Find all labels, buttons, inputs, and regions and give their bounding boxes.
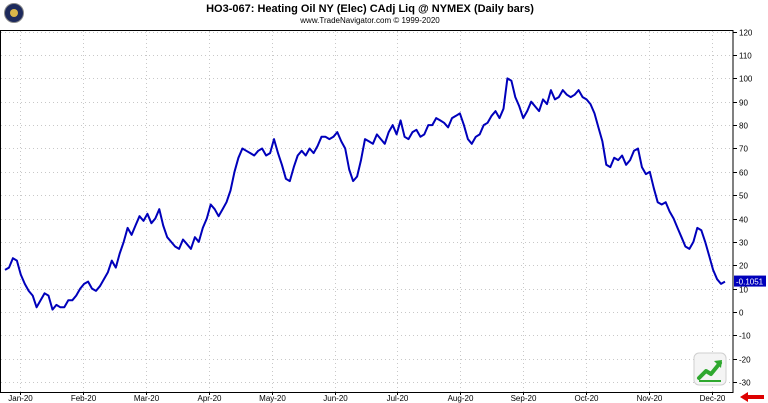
x-tick-label: Dec-20 <box>700 394 726 403</box>
chart-subtitle: www.TradeNavigator.com © 1999-2020 <box>300 16 440 25</box>
price-series-line <box>4 77 726 311</box>
series-layer <box>4 77 726 311</box>
tick-labels: 1201101009080706050403020100-10-20-30Jan… <box>8 29 766 403</box>
x-tick-label: Apr-20 <box>197 394 222 403</box>
y-tick-label: 90 <box>739 99 748 108</box>
last-value-badge <box>734 275 766 287</box>
chart-header: HO3-067: Heating Oil NY (Elec) CAdj Liq … <box>0 0 768 30</box>
y-tick-label: 0 <box>739 309 744 318</box>
y-tick-label: 10 <box>739 286 748 295</box>
grid-lines <box>1 31 733 392</box>
x-tick-label: Mar-20 <box>134 394 160 403</box>
y-tick-label: 70 <box>739 145 748 154</box>
y-tick-label: -30 <box>739 379 751 388</box>
y-tick-label: 20 <box>739 262 748 271</box>
y-tick-label: 30 <box>739 239 748 248</box>
x-tick-label: Nov-20 <box>637 394 663 403</box>
x-tick-label: Oct-20 <box>574 394 599 403</box>
x-tick-label: May-20 <box>259 394 286 403</box>
x-tick-label: Feb-20 <box>71 394 97 403</box>
y-tick-label: -20 <box>739 356 751 365</box>
y-tick-label: 60 <box>739 169 748 178</box>
y-tick-label: 50 <box>739 192 748 201</box>
y-tick-label: -10 <box>739 332 751 341</box>
trend-up-arrow-icon[interactable] <box>693 352 727 386</box>
axes <box>0 30 737 395</box>
trade-navigator-logo-icon <box>4 3 24 23</box>
chart-title: HO3-067: Heating Oil NY (Elec) CAdj Liq … <box>206 3 534 15</box>
y-tick-label: 120 <box>739 29 753 38</box>
last-value-label: -0.1051 <box>736 278 764 287</box>
y-tick-label: 100 <box>739 75 753 84</box>
scroll-left-arrow-icon[interactable] <box>740 392 764 402</box>
x-tick-label: Jul-20 <box>387 394 409 403</box>
x-tick-label: Jun-20 <box>323 394 348 403</box>
plot-border <box>0 30 734 393</box>
x-tick-label: Aug-20 <box>448 394 474 403</box>
y-tick-label: 110 <box>739 52 752 61</box>
x-tick-label: Sep-20 <box>511 394 537 403</box>
y-tick-label: 40 <box>739 216 748 225</box>
y-tick-label: 80 <box>739 122 748 131</box>
x-tick-label: Jan-20 <box>8 394 33 403</box>
